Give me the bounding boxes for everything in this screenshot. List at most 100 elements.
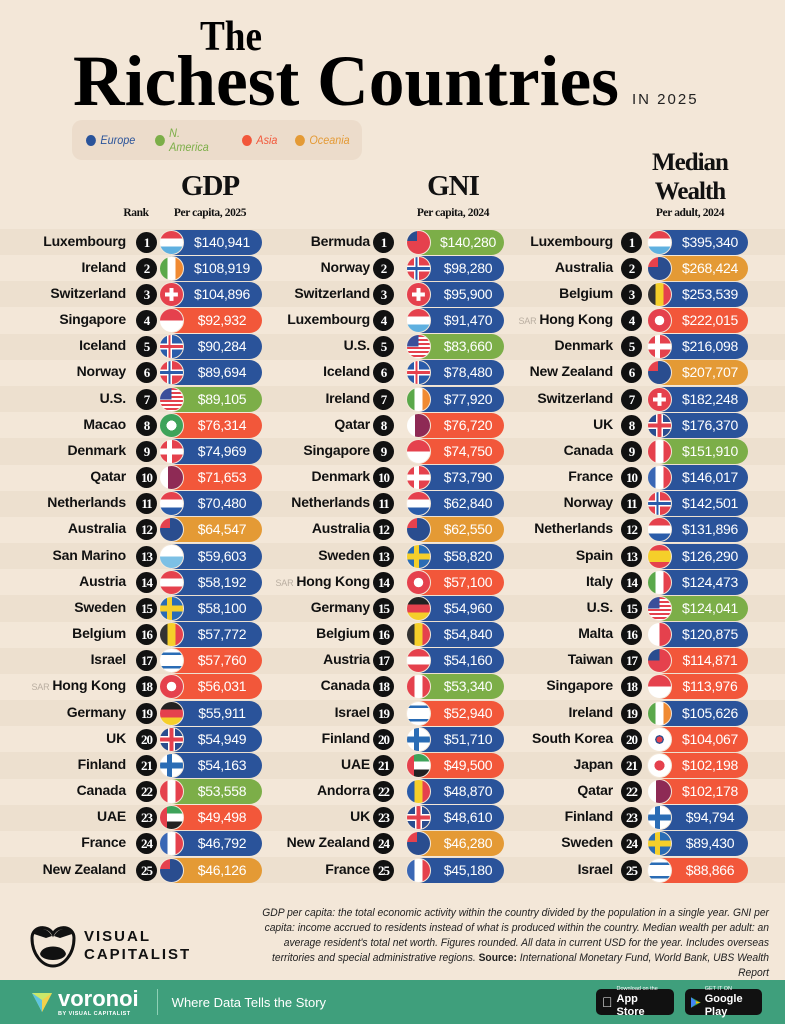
rank-badge: 6 [621,362,642,384]
country-label: UK [106,729,126,746]
table-row: Netherlands 11 $62,840 [0,491,785,517]
country-label: Spain [575,546,613,563]
country-name: UK [106,730,126,746]
country-label: UK [593,415,613,432]
uk-flag-icon [647,412,672,438]
google-label: Google Play [704,992,743,1018]
netherlands-flag-icon [406,491,431,517]
malta-flag-icon [647,622,672,648]
country-label: Andorra [316,782,370,799]
country-name: Macao [83,416,126,432]
country-label: Austria [323,651,370,668]
table-row: UK 20 $54,949 [0,726,785,752]
country-name: Malta [578,625,613,641]
table-row: Finland 21 $54,163 [0,752,785,778]
table-row: Canada 22 $53,558 [0,779,785,805]
table-row: Andorra 22 $48,870 [0,779,785,805]
country-label: Sweden [318,546,370,563]
gdp-header: GDP [160,170,260,202]
country-name: Ireland [568,704,613,720]
table-row: Australia 12 $62,550 [0,517,785,543]
rank-badge: 8 [373,414,394,436]
table-row: UAE 21 $49,500 [0,752,785,778]
australia-flag-icon [406,517,431,543]
country-name: Singapore [546,677,613,693]
country-name: New Zealand [530,363,614,379]
country-name: France [325,861,370,877]
country-name: Sweden [561,834,613,850]
table-row: Germany 15 $54,960 [0,595,785,621]
belgium-flag-icon [159,622,184,648]
rank-badge: 11 [621,493,642,515]
country-label: Luxembourg [43,232,126,249]
country-label: Qatar [577,782,613,799]
uk-flag-icon [406,805,431,831]
country-name: Belgium [72,625,126,641]
table-row: Finland 20 $51,710 [0,726,785,752]
table-row: France 24 $46,792 [0,831,785,857]
country-label: Iceland [79,337,126,354]
rank-badge: 21 [621,754,642,776]
france-flag-icon [406,857,431,883]
tagline: Where Data Tells the Story [171,994,327,1010]
country-name: Netherlands [534,520,613,536]
rank-badge: 23 [373,807,394,829]
country-label: Italy [585,572,613,589]
table-row: Qatar 22 $102,178 [0,779,785,805]
country-name: Italy [586,573,613,589]
hong-kong-flag-icon [406,569,431,595]
finland-flag-icon [406,726,431,752]
country-name: U.S. [344,337,371,353]
rank-badge: 7 [373,388,394,410]
country-name: Israel [335,704,371,720]
rank-badge: 25 [373,859,394,881]
u-s-flag-icon [159,386,184,412]
rank-badge: 17 [136,650,157,672]
netherlands-flag-icon [159,491,184,517]
table-row: Australia 2 $268,424 [0,255,785,281]
country-name: Sweden [74,599,126,615]
country-name: Iceland [323,363,370,379]
rank-badge: 7 [621,388,642,410]
country-name: Australia [555,259,613,275]
app-store-small: Download on the [606,986,658,998]
country-name: Andorra [317,782,370,798]
table-row: France 25 $45,180 [0,857,785,883]
country-name: Luxembourg [43,233,126,249]
notes-text: GDP per capita: the total economic activ… [262,907,769,964]
country-label: U.S. [586,598,614,615]
rank-badge: 1 [621,231,642,253]
table-row: UAE 23 $49,498 [0,805,785,831]
gni-subtitle: Per capita, 2024 [416,207,490,219]
norway-flag-icon [406,255,431,281]
rank-badge: 25 [621,859,642,881]
country-name: Canada [77,782,127,798]
google-small: GET IT ON [704,985,732,992]
rank-badge: 1 [136,231,157,253]
country-name: Ireland [81,259,126,275]
country-label: U.S. [99,389,127,406]
google-play-button[interactable]: GET IT ON Google Play [685,985,762,1018]
country-label: Norway [76,363,127,380]
title-line1: The [200,14,262,60]
country-label: New Zealand [42,860,127,877]
country-name: Belgium [316,625,370,641]
country-name: Netherlands [291,494,370,510]
rank-badge: 19 [621,702,642,724]
luxembourg-flag-icon [406,308,431,333]
legend-label: Oceania [309,133,350,147]
table-row: New Zealand 6 $207,707 [0,360,785,386]
country-name: U.S. [586,598,614,615]
country-name: Japan [574,756,614,772]
rank-badge: 24 [136,833,157,855]
country-label: Switzerland [294,284,370,301]
luxembourg-flag-icon [647,229,672,255]
country-label: Singapore [303,441,370,458]
voronoi-icon [32,993,52,1012]
table-row: UK 23 $48,610 [0,805,785,831]
country-name: Austria [323,651,370,667]
table-row: U.S. 5 $83,660 [0,334,785,360]
country-name: Austria [79,573,126,589]
table-row: Germany 19 $55,911 [0,700,785,726]
